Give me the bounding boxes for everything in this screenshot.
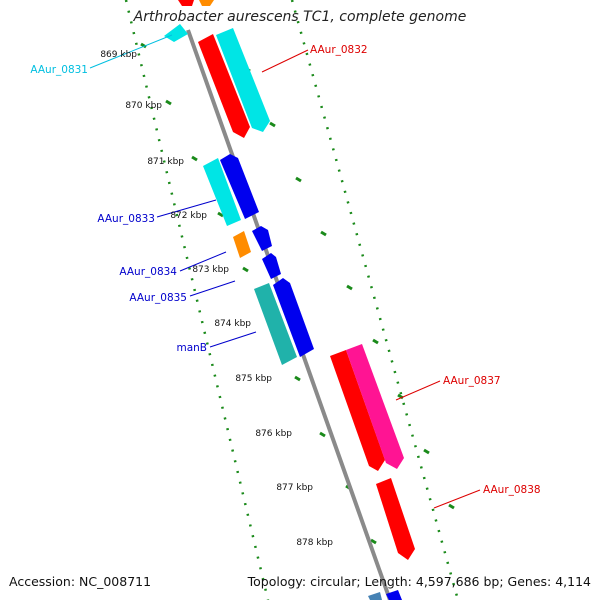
- kbp-label: 873 kbp: [192, 265, 229, 275]
- gene-aaur-0838[interactable]: [376, 478, 415, 560]
- label-aaur-0834: AAur_0834: [119, 266, 177, 278]
- kbp-label: 876 kbp: [255, 429, 292, 439]
- label-aaur-0833: AAur_0833: [97, 213, 155, 225]
- gene-aaur-0837-pink[interactable]: [346, 344, 404, 469]
- map-title: Arthrobacter aurescens TC1, complete gen…: [133, 9, 467, 25]
- gene-labels: AAur_0831 AAur_0832 AAur_0833 AAur_0834 …: [30, 44, 540, 496]
- kbp-label: 872 kbp: [170, 211, 207, 221]
- gene-aaur-0832-right[interactable]: [216, 28, 270, 132]
- gene-bottom-steel[interactable]: [368, 592, 382, 600]
- accession-text: Accession: NC_008711: [9, 574, 152, 589]
- gene-aaur-0834[interactable]: [233, 231, 251, 258]
- inner-tick-track: [124, 0, 270, 600]
- kbp-label: 870 kbp: [125, 101, 162, 111]
- kbp-label: 877 kbp: [276, 483, 313, 493]
- kbp-label: 875 kbp: [235, 374, 272, 384]
- gene-aaur-0832-left[interactable]: [198, 34, 250, 138]
- gene-aaur-0835[interactable]: [262, 253, 281, 279]
- label-manb: manB: [176, 342, 207, 354]
- kbp-label: 869 kbp: [100, 50, 137, 60]
- gene-bottom-blue[interactable]: [386, 590, 402, 600]
- label-aaur-0837: AAur_0837: [443, 375, 501, 387]
- gene-aaur-0837-red[interactable]: [330, 350, 385, 471]
- label-leaders: [89, 34, 481, 509]
- outer-tick-track: [290, 0, 460, 600]
- topology-text: Topology: circular; Length: 4,597,686 bp…: [247, 574, 591, 589]
- gene-aaur-0833[interactable]: [203, 158, 241, 226]
- kbp-label: 874 kbp: [214, 319, 251, 329]
- gene-blue-874[interactable]: [273, 278, 314, 357]
- label-aaur-0832: AAur_0832: [310, 44, 368, 56]
- gene-top-red[interactable]: [178, 0, 194, 6]
- gene-blue-873a[interactable]: [252, 226, 272, 251]
- label-aaur-0838: AAur_0838: [483, 484, 541, 496]
- gene-top-orange[interactable]: [199, 0, 214, 6]
- kbp-label: 871 kbp: [147, 157, 184, 167]
- kbp-labels: 869 kbp 870 kbp 871 kbp 872 kbp 873 kbp …: [100, 50, 333, 548]
- kbp-label: 878 kbp: [296, 538, 333, 548]
- gene-aaur-0831[interactable]: [164, 24, 188, 42]
- gene-blue-871[interactable]: [220, 154, 259, 219]
- gene-manb[interactable]: [254, 283, 297, 365]
- label-aaur-0835: AAur_0835: [129, 292, 187, 304]
- label-aaur-0831: AAur_0831: [30, 64, 88, 76]
